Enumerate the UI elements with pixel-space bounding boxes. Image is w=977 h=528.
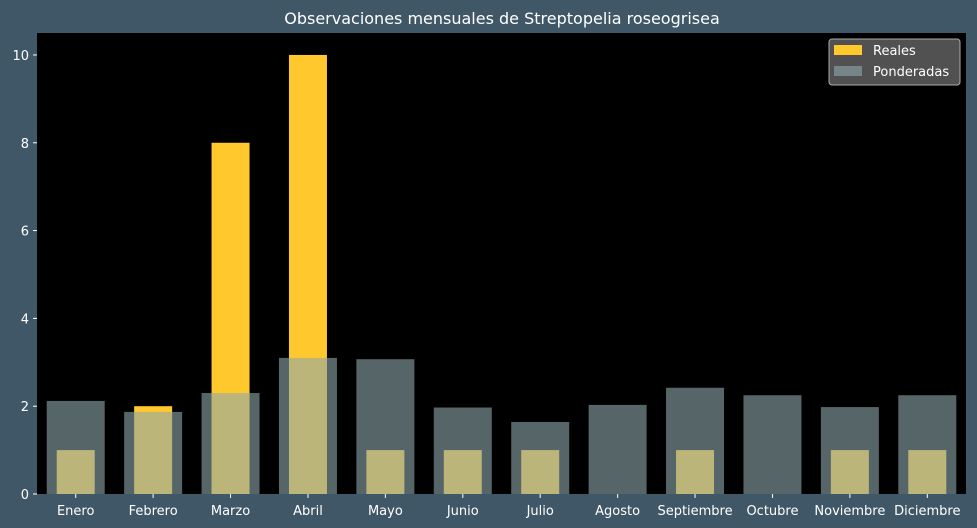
x-tick-label-noviembre: Noviembre <box>814 504 885 519</box>
x-tick-label-octubre: Octubre <box>746 504 798 519</box>
y-tick-label-2: 2 <box>21 400 29 415</box>
bars-layer <box>46 54 957 494</box>
legend-label-reales: Reales <box>873 44 916 59</box>
x-tick-label-febrero: Febrero <box>129 504 178 519</box>
legend-swatch-reales <box>834 45 862 55</box>
bar-ponderadas-septiembre <box>666 387 725 494</box>
x-tick-label-julio: Julio <box>526 504 554 519</box>
bar-ponderadas-diciembre <box>898 395 957 494</box>
x-tick-label-enero: Enero <box>57 504 95 519</box>
y-tick-label-4: 4 <box>21 312 29 327</box>
bar-ponderadas-enero <box>46 400 105 494</box>
x-tick-label-marzo: Marzo <box>211 504 250 519</box>
x-tick-label-septiembre: Septiembre <box>657 504 732 519</box>
bar-ponderadas-octubre <box>743 395 802 494</box>
bar-ponderadas-julio <box>511 421 570 494</box>
legend-label-ponderadas: Ponderadas <box>873 65 949 80</box>
x-tick-label-abril: Abril <box>293 504 323 519</box>
bar-ponderadas-junio <box>433 407 492 494</box>
x-tick-label-diciembre: Diciembre <box>894 504 960 519</box>
legend-swatch-ponderadas <box>834 66 862 76</box>
plot-area <box>37 33 966 494</box>
bar-ponderadas-mayo <box>356 359 415 494</box>
chart-title: Observaciones mensuales de Streptopelia … <box>284 9 720 28</box>
bar-ponderadas-noviembre <box>820 407 879 494</box>
y-tick-label-0: 0 <box>21 488 29 503</box>
x-tick-label-junio: Junio <box>446 504 479 519</box>
y-tick-label-6: 6 <box>21 225 29 240</box>
x-tick-label-agosto: Agosto <box>595 504 640 519</box>
y-tick-label-10: 10 <box>12 49 29 64</box>
bar-ponderadas-abril <box>278 357 337 494</box>
legend: Reales Ponderadas <box>828 38 961 86</box>
axes-layer: Enero Febrero Marzo Abril Mayo Junio Julio Agos… <box>12 49 960 519</box>
y-tick-label-8: 8 <box>21 137 29 152</box>
x-tick-label-mayo: Mayo <box>368 504 403 519</box>
bar-ponderadas-febrero <box>124 411 183 494</box>
bar-ponderadas-marzo <box>201 393 260 494</box>
bar-ponderadas-agosto <box>588 404 647 494</box>
